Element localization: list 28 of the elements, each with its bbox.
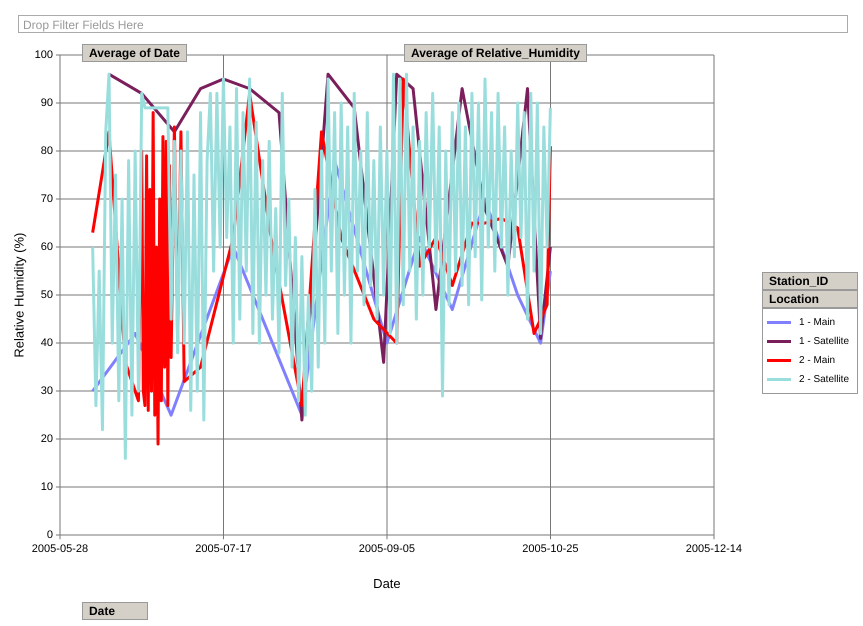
- legend-label: 1 - Main: [799, 317, 836, 328]
- y-tick-label: 90: [40, 97, 53, 110]
- annotation: Average of Relative_Humidity: [404, 44, 587, 62]
- annotation: Average of Date: [82, 44, 187, 62]
- y-tick-label: 40: [40, 337, 53, 350]
- legend-label: 1 - Satellite: [799, 336, 850, 347]
- x-tick-label: 2005-12-14: [686, 542, 742, 555]
- text: Date: [82, 602, 148, 620]
- y-tick-label: 0: [46, 529, 53, 542]
- x-tick-label: 2005-05-28: [32, 542, 88, 555]
- x-tick-label: 2005-07-17: [195, 542, 252, 555]
- y-tick-label: 30: [40, 385, 53, 398]
- x-tick-label: 2005-10-25: [522, 542, 579, 555]
- text: Location: [762, 290, 858, 308]
- x-axis-title: Date: [373, 576, 401, 591]
- y-tick-label: 20: [40, 433, 53, 446]
- y-tick-label: 80: [40, 145, 53, 158]
- y-tick-label: 10: [40, 481, 53, 494]
- y-axis-title: Relative Humidity (%): [11, 232, 26, 358]
- x-tick-label: 2005-09-05: [358, 542, 416, 555]
- y-tick-label: 100: [34, 49, 53, 62]
- text: Drop Filter Fields Here: [18, 15, 848, 33]
- y-tick-label: 70: [40, 193, 53, 206]
- y-tick-label: 60: [40, 241, 53, 254]
- legend-title: Station_ID: [762, 272, 858, 290]
- legend-label: 2 - Satellite: [799, 374, 850, 385]
- legend-label: 2 - Main: [799, 355, 836, 366]
- y-tick-label: 50: [40, 289, 53, 302]
